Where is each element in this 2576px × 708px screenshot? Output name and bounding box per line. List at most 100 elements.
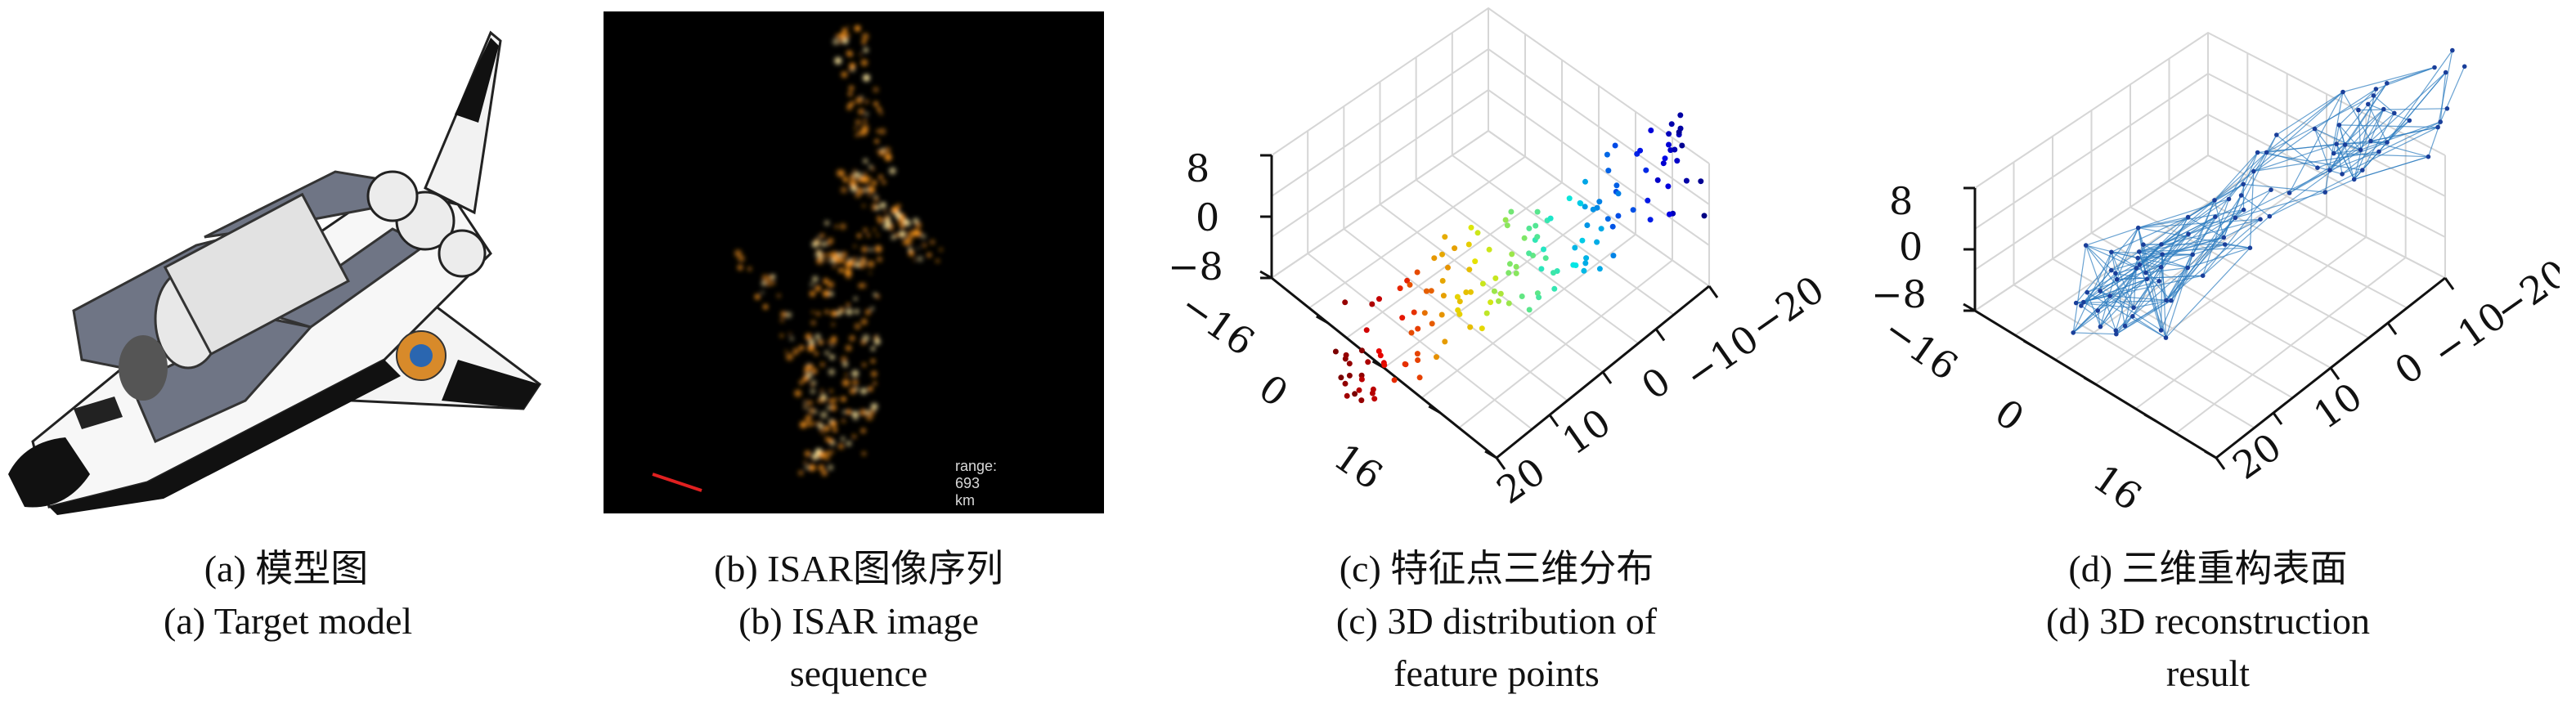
d-mesh-edge bbox=[2333, 109, 2385, 155]
c-feature-point bbox=[1513, 263, 1519, 270]
c-feature-point bbox=[1598, 226, 1604, 232]
d-mesh-vertex bbox=[2462, 64, 2467, 69]
isar-speckle bbox=[857, 233, 862, 238]
d-mesh-edge bbox=[2202, 216, 2270, 276]
c-feature-point bbox=[1572, 244, 1578, 251]
c-feature-point bbox=[1492, 275, 1499, 281]
c-feature-point bbox=[1668, 121, 1675, 128]
isar-speckle bbox=[738, 255, 745, 262]
d-z-tick-8: 8 bbox=[1889, 179, 1913, 223]
isar-speckle bbox=[873, 293, 877, 297]
d-mesh-edge bbox=[2354, 151, 2380, 180]
isar-speckle bbox=[878, 150, 885, 156]
c-feature-point bbox=[1343, 352, 1349, 358]
c-feature-point bbox=[1414, 269, 1420, 276]
c-feature-point bbox=[1676, 129, 1682, 136]
c-feature-point bbox=[1667, 211, 1672, 217]
isar-speckle bbox=[817, 399, 822, 403]
isar-speckle bbox=[871, 167, 875, 171]
isar-speckle bbox=[846, 409, 852, 414]
isar-speckle bbox=[899, 213, 902, 217]
isar-speckle bbox=[800, 421, 807, 428]
isar-speckle bbox=[804, 450, 811, 457]
d-mesh-edge bbox=[2139, 264, 2161, 268]
isar-speckle bbox=[815, 240, 820, 245]
c-feature-point bbox=[1369, 301, 1376, 307]
isar-speckle bbox=[846, 105, 852, 110]
c-feature-point bbox=[1610, 253, 1617, 259]
isar-speckle bbox=[857, 177, 863, 182]
d-mesh-edge bbox=[2145, 267, 2188, 274]
d-mesh-edge bbox=[2072, 245, 2087, 333]
isar-speckle bbox=[850, 263, 855, 267]
c-feature-point bbox=[1666, 131, 1672, 137]
isar-speckle bbox=[875, 294, 880, 299]
isar-speckle bbox=[868, 194, 872, 197]
isar-speckle bbox=[829, 389, 833, 393]
isar-speckle bbox=[810, 388, 815, 394]
d-mesh-edge bbox=[2086, 292, 2166, 338]
isar-speckle bbox=[844, 260, 850, 267]
d-mesh-vertex bbox=[2137, 262, 2143, 267]
c-y-tick-minus16: −16 bbox=[1172, 283, 1262, 365]
c-feature-point bbox=[1613, 182, 1620, 189]
c-feature-point bbox=[1526, 307, 1533, 313]
d-mesh-edge bbox=[2333, 124, 2340, 154]
c-feature-point bbox=[1486, 246, 1492, 253]
isar-speckle bbox=[804, 370, 808, 374]
c-feature-point bbox=[1356, 387, 1362, 393]
c-feature-point bbox=[1415, 325, 1421, 332]
d-mesh-edge bbox=[2228, 152, 2268, 199]
isar-speckle bbox=[873, 101, 878, 106]
isar-speckle bbox=[862, 334, 870, 342]
c-feature-point bbox=[1358, 397, 1365, 404]
isar-speckle bbox=[862, 33, 869, 40]
isar-speckle bbox=[857, 258, 860, 261]
d-mesh-edge bbox=[2324, 178, 2354, 193]
isar-speckle bbox=[761, 281, 766, 286]
isar-speckle bbox=[886, 214, 891, 218]
c-feature-point bbox=[1506, 300, 1512, 307]
c-z-tick-8: 8 bbox=[1186, 146, 1209, 190]
d-mesh-vertex bbox=[2238, 193, 2244, 198]
d-mesh-vertex bbox=[2376, 149, 2381, 155]
isar-speckle bbox=[866, 414, 873, 421]
caption-d-en-2: result bbox=[2165, 652, 2251, 694]
isar-speckle bbox=[879, 128, 886, 135]
d-mesh-vertex bbox=[2098, 324, 2103, 329]
isar-speckle bbox=[841, 71, 847, 78]
isar-speckle bbox=[830, 253, 837, 258]
caption-b-zh: (b) ISAR图像序列 bbox=[714, 548, 1003, 589]
d-mesh-vertex bbox=[2373, 87, 2379, 92]
d-y-tick-16: 16 bbox=[2085, 455, 2150, 519]
isar-speckle bbox=[798, 470, 804, 476]
d-mesh-edge bbox=[2138, 217, 2188, 253]
isar-speckle bbox=[895, 211, 902, 219]
d-mesh-vertex bbox=[2156, 279, 2161, 284]
d-mesh-vertex bbox=[2336, 123, 2342, 128]
d-mesh-vertex bbox=[2331, 150, 2336, 156]
isar-speckle bbox=[884, 218, 891, 225]
isar-speckle bbox=[840, 258, 845, 262]
d-mesh-vertex bbox=[2131, 305, 2136, 311]
isar-speckle bbox=[877, 217, 884, 224]
isar-speckle bbox=[904, 232, 909, 236]
isar-speckle bbox=[863, 47, 868, 53]
isar-speckle bbox=[854, 309, 859, 315]
isar-speckle bbox=[882, 225, 887, 229]
d-mesh-edge bbox=[2241, 134, 2278, 196]
isar-speckle bbox=[826, 258, 829, 262]
isar-speckle bbox=[849, 180, 856, 187]
c-feature-point bbox=[1346, 361, 1353, 367]
c-feature-point bbox=[1488, 299, 1494, 306]
isar-speckle bbox=[831, 336, 837, 342]
isar-speckle bbox=[841, 397, 846, 402]
c-x-tick-10: 10 bbox=[1554, 400, 1618, 464]
c-feature-point bbox=[1346, 372, 1353, 379]
d-mesh-edge bbox=[2370, 127, 2439, 142]
d-mesh-edge bbox=[2187, 217, 2236, 268]
d-mesh-vertex bbox=[2435, 124, 2440, 130]
d-mesh-vertex bbox=[2109, 267, 2114, 273]
d-mesh-edge bbox=[2345, 83, 2388, 146]
isar-speckle bbox=[849, 388, 856, 395]
